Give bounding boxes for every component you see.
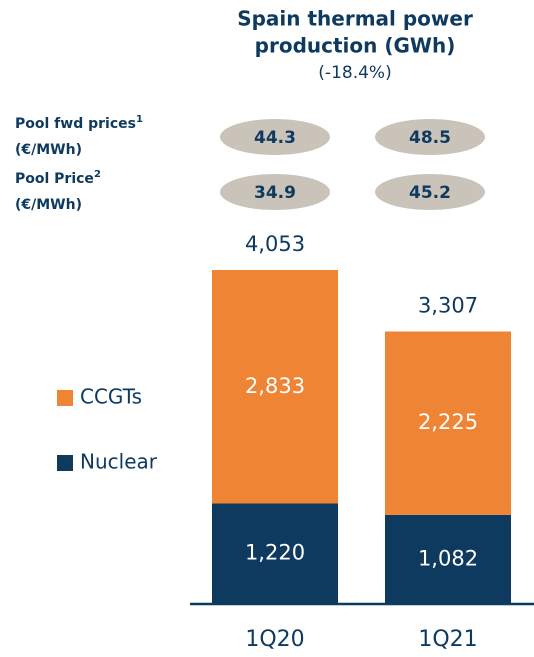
x-tick-label: 1Q20 <box>245 627 304 652</box>
total-label: 4,053 <box>245 232 305 256</box>
segment-label: 1,220 <box>245 541 305 565</box>
price-value: 44.3 <box>254 128 296 148</box>
price-badge <box>375 174 485 210</box>
price-value: 48.5 <box>409 128 451 148</box>
x-tick-label: 1Q21 <box>418 627 477 652</box>
legend-label: CCGTs <box>80 385 142 409</box>
row-label: Pool Price2 <box>15 169 101 187</box>
row-unit: (€/MWh) <box>15 197 82 213</box>
row-note: 1 <box>136 114 143 125</box>
bar-segment <box>212 503 338 604</box>
legend-swatch <box>57 390 73 406</box>
chart-subtitle: (-18.4%) <box>318 63 391 83</box>
legend-label: Nuclear <box>80 450 158 474</box>
legend-swatch <box>57 455 73 471</box>
bar-segment <box>385 514 511 604</box>
chart-title: production (GWh) <box>255 34 456 58</box>
price-value: 34.9 <box>254 183 296 203</box>
price-badge <box>375 119 485 155</box>
price-badge <box>220 119 330 155</box>
segment-label: 1,082 <box>418 546 478 570</box>
total-label: 3,307 <box>418 294 478 318</box>
bar-segment <box>212 270 338 504</box>
segment-label: 2,833 <box>245 374 305 398</box>
row-unit: (€/MWh) <box>15 142 82 158</box>
chart-title: Spain thermal power <box>237 7 473 31</box>
row-label: Pool fwd prices1 <box>15 114 143 132</box>
bar-segment <box>385 331 511 515</box>
segment-label: 2,225 <box>418 410 478 434</box>
row-label-text: Pool Price <box>15 171 94 187</box>
row-note: 2 <box>94 169 101 180</box>
price-badge <box>220 174 330 210</box>
row-label-text: Pool fwd prices <box>15 116 136 132</box>
price-value: 45.2 <box>409 183 451 203</box>
